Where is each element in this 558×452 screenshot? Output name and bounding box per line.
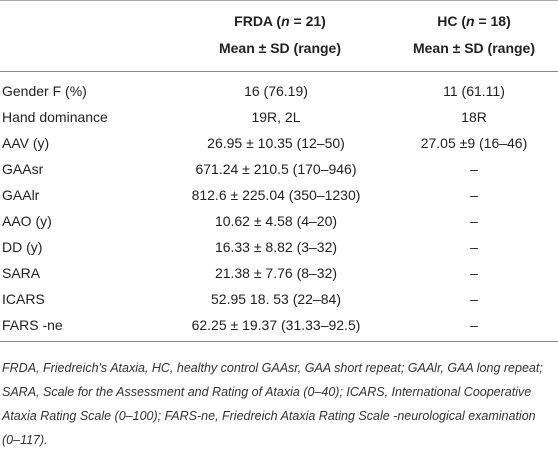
table-cell: 812.6 ± 225.04 (350–1230) — [191, 187, 361, 203]
header-text: = 21) — [289, 13, 326, 29]
table-body: Gender F (%) 16 (76.19) 11 (61.11) Hand dom… — [0, 72, 558, 342]
row-label: Gender F (%) — [2, 83, 87, 99]
header-text: = 18) — [474, 13, 511, 29]
table-cell: 52.95 18. 53 (22–84) — [211, 291, 341, 307]
table-row: DD (y) 16.33 ± 8.82 (3–32) – — [0, 234, 558, 260]
table-row: AAO (y) 10.62 ± 4.58 (4–20) – — [0, 208, 558, 234]
table-cell: – — [390, 312, 558, 342]
table-header: FRDA (n = 21) HC (n = 18) Mean ± SD (range… — [0, 0, 558, 72]
header-cell: Mean ± SD (range) — [390, 35, 558, 72]
table-cell: 27.05 ±9 (16–46) — [420, 135, 528, 151]
table-cell: 21.38 ± 7.76 (8–32) — [214, 265, 338, 281]
table-cell: 11 (61.11) — [443, 83, 505, 99]
table-cell: 26.95 ± 10.35 (12–50) — [207, 135, 345, 151]
table-cell: – — [470, 187, 478, 203]
table-cell: – — [470, 291, 478, 307]
header-text: n — [466, 13, 475, 29]
row-label: FARS -ne — [0, 312, 162, 342]
table-row: GAAsr 671.24 ± 210.5 (170–946) – — [0, 156, 558, 182]
row-label: AAV (y) — [2, 135, 50, 151]
row-label: SARA — [2, 265, 41, 281]
table-cell: – — [470, 213, 478, 229]
table-row: AAV (y) 26.95 ± 10.35 (12–50) 27.05 ±9 (16… — [0, 130, 558, 156]
row-label: Hand dominance — [2, 109, 108, 125]
table-cell: – — [470, 239, 478, 255]
table-cell: 671.24 ± 210.5 (170–946) — [195, 161, 357, 177]
header-row: Mean ± SD (range) Mean ± SD (range) — [0, 35, 558, 72]
table-row: ICARS 52.95 18. 53 (22–84) – — [0, 286, 558, 312]
table-row: GAAlr 812.6 ± 225.04 (350–1230) – — [0, 182, 558, 208]
row-label: AAO (y) — [2, 213, 52, 229]
header-text: n — [281, 13, 290, 29]
table-row: FARS -ne 62.25 ± 19.37 (31.33–92.5) – — [0, 312, 558, 342]
header-text: FRDA ( — [234, 13, 282, 29]
row-label: ICARS — [2, 291, 45, 307]
table-cell: 16.33 ± 8.82 (3–32) — [214, 239, 338, 255]
table-cell: 16 (76.19) — [244, 83, 308, 99]
table-cell: 62.25 ± 19.37 (31.33–92.5) — [162, 312, 390, 342]
header-cell: FRDA (n = 21) — [162, 0, 390, 35]
header-cell — [0, 35, 162, 72]
table-cell: 10.62 ± 4.58 (4–20) — [214, 213, 338, 229]
table-cell: 18R — [461, 109, 487, 125]
row-label: GAAsr — [2, 161, 44, 177]
row-label: GAAlr — [2, 187, 40, 203]
table-cell: 19R, 2L — [251, 109, 301, 125]
header-cell: Mean ± SD (range) — [162, 35, 390, 72]
row-label: DD (y) — [2, 239, 43, 255]
table-cell: – — [470, 265, 478, 281]
table-row: Gender F (%) 16 (76.19) 11 (61.11) — [0, 72, 558, 105]
table-cell: – — [470, 161, 478, 177]
data-table: FRDA (n = 21) HC (n = 18) Mean ± SD (range… — [0, 0, 558, 342]
header-cell: HC (n = 18) — [390, 0, 558, 35]
header-row: FRDA (n = 21) HC (n = 18) — [0, 0, 558, 35]
footnote: FRDA, Friedreich's Ataxia, HC, healthy c… — [2, 361, 543, 447]
table-row: SARA 21.38 ± 7.76 (8–32) – — [0, 260, 558, 286]
table-row: Hand dominance 19R, 2L 18R — [0, 104, 558, 130]
header-cell — [0, 0, 162, 35]
header-text: HC ( — [437, 13, 466, 29]
